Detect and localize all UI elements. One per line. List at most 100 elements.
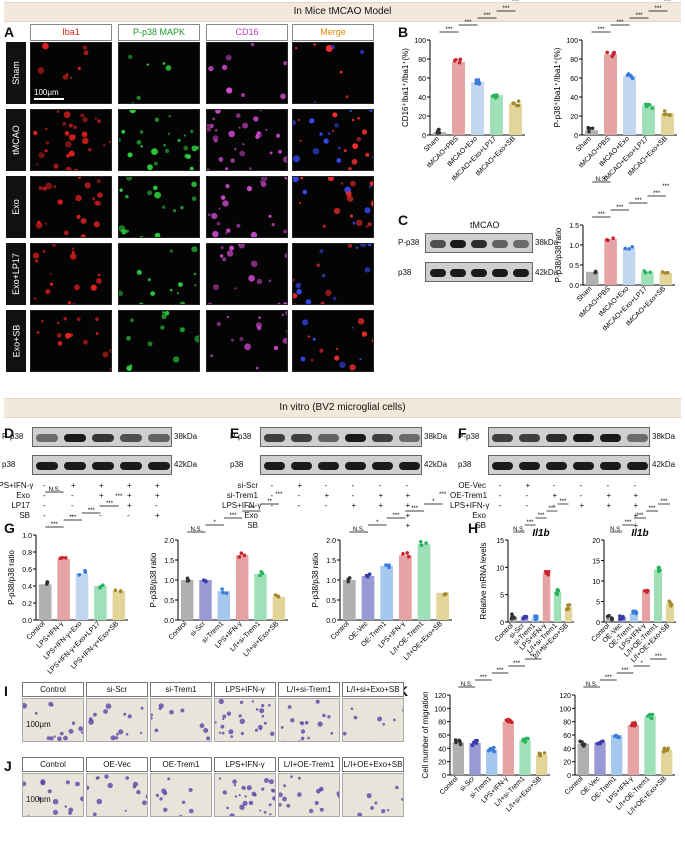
y-tick-label: 100 xyxy=(559,706,571,713)
data-point xyxy=(486,748,491,753)
treatment-sign: + xyxy=(351,501,357,510)
micrograph xyxy=(206,109,288,171)
data-point xyxy=(662,109,667,113)
blot-band xyxy=(291,462,312,470)
bar xyxy=(604,54,617,135)
kda38-label: 38kDa xyxy=(424,432,448,441)
data-point xyxy=(542,751,547,755)
sig-label: *** xyxy=(605,675,613,681)
data-point xyxy=(406,554,411,559)
bar xyxy=(604,239,617,285)
data-point xyxy=(534,614,539,619)
treatment-sign: + xyxy=(127,491,132,500)
kda38-label: 38kDa xyxy=(174,432,198,441)
data-point xyxy=(593,270,597,275)
bar xyxy=(629,612,639,622)
treatment-sign: - xyxy=(498,501,502,510)
panel-label-b: B xyxy=(398,24,409,40)
data-point xyxy=(665,270,670,275)
sig-label: ** xyxy=(267,499,272,505)
micrograph xyxy=(206,176,288,238)
data-point xyxy=(453,738,458,742)
blot-pp38-label: P-p38 xyxy=(230,432,252,441)
treatment-sign: + xyxy=(155,481,160,490)
bar xyxy=(642,105,655,135)
blot-band xyxy=(519,434,540,442)
well-header: si-Trem1 xyxy=(150,682,212,697)
sig-label: *** xyxy=(496,668,504,674)
kda38-label: 38kDa xyxy=(652,432,676,441)
blot-band xyxy=(600,434,621,442)
y-tick-label: 0.0 xyxy=(569,283,579,290)
bar xyxy=(471,81,484,135)
sig-label: * xyxy=(640,661,643,667)
y-tick-label: 20 xyxy=(592,538,600,545)
blot-band xyxy=(64,434,86,442)
y-tick-label: 2.0 xyxy=(164,538,174,545)
treatment-label: OE-Trem1 xyxy=(450,491,488,500)
data-point xyxy=(492,745,496,750)
sig-label: *** xyxy=(464,20,472,26)
scale-bar-label: 100μm xyxy=(34,88,59,97)
treatment-label: SB xyxy=(19,511,30,520)
migration-well xyxy=(342,773,404,817)
treatment-sign: - xyxy=(270,501,274,510)
y-tick-label: 0 xyxy=(596,620,600,627)
blot-p38 xyxy=(32,455,172,475)
well-header: L/I+OE-Trem1 xyxy=(278,757,340,772)
sig-label: N.S. xyxy=(610,527,622,533)
migration-well xyxy=(278,773,340,817)
well-header: OE-Trem1 xyxy=(150,757,212,772)
chart-B1: 020406080100CD16⁺Iba1⁺/Iba1⁺(%)ShamtMCAO… xyxy=(401,0,525,183)
sig-label: *** xyxy=(502,6,510,12)
blot-band xyxy=(264,434,285,442)
sig-label: * xyxy=(376,520,379,526)
blot-band xyxy=(36,434,58,442)
micrograph xyxy=(292,176,374,238)
micrograph xyxy=(118,310,200,372)
data-point xyxy=(510,612,514,616)
data-point xyxy=(273,593,278,597)
y-tick-label: 80 xyxy=(438,720,446,727)
blot-band xyxy=(600,462,621,470)
sig-label: N.S. xyxy=(461,682,473,688)
blot-band xyxy=(492,434,513,442)
blot-pp38 xyxy=(260,427,422,447)
well-header: Control xyxy=(22,682,84,697)
data-point xyxy=(601,739,605,743)
treatment-sign: - xyxy=(71,501,74,510)
treatment-sign: - xyxy=(99,501,102,510)
data-point xyxy=(224,591,229,595)
bar xyxy=(585,130,598,135)
chart-G3: 0.00.51.01.52.0P-p38/p38 ratioControlOE-… xyxy=(311,492,452,662)
treatment-sign: + xyxy=(127,481,132,490)
data-point xyxy=(454,57,458,62)
treatment-sign: + xyxy=(579,501,585,510)
sig-label: * xyxy=(213,520,216,526)
y-tick-label: 0.4 xyxy=(22,584,32,591)
data-point xyxy=(185,576,190,581)
well-header: L/I+si-Trem1 xyxy=(278,682,340,697)
blot-p38-label: p38 xyxy=(458,460,472,469)
blot-pp38 xyxy=(488,427,650,447)
bar xyxy=(436,592,450,620)
chart-K2: 020406080100120ControlOE-VecOE-Trem1LPS+… xyxy=(559,654,675,817)
treatment-label: Exo xyxy=(244,511,258,520)
data-point xyxy=(566,607,571,611)
data-point xyxy=(458,742,463,747)
data-point xyxy=(458,57,463,62)
treatment-sign: + xyxy=(552,491,558,500)
sig-label: *** xyxy=(616,20,624,26)
sig-label: *** xyxy=(660,499,668,505)
treatment-sign: + xyxy=(378,491,384,500)
panel-label-a: A xyxy=(4,24,15,40)
data-point xyxy=(633,721,637,725)
sig-label: N.S. xyxy=(513,527,525,533)
blot-c-kda38: 38kDa xyxy=(535,238,559,247)
bar xyxy=(38,584,52,620)
micrograph xyxy=(118,109,200,171)
data-point xyxy=(631,610,636,615)
bar xyxy=(361,576,375,620)
treatment-sign: + xyxy=(633,491,639,500)
